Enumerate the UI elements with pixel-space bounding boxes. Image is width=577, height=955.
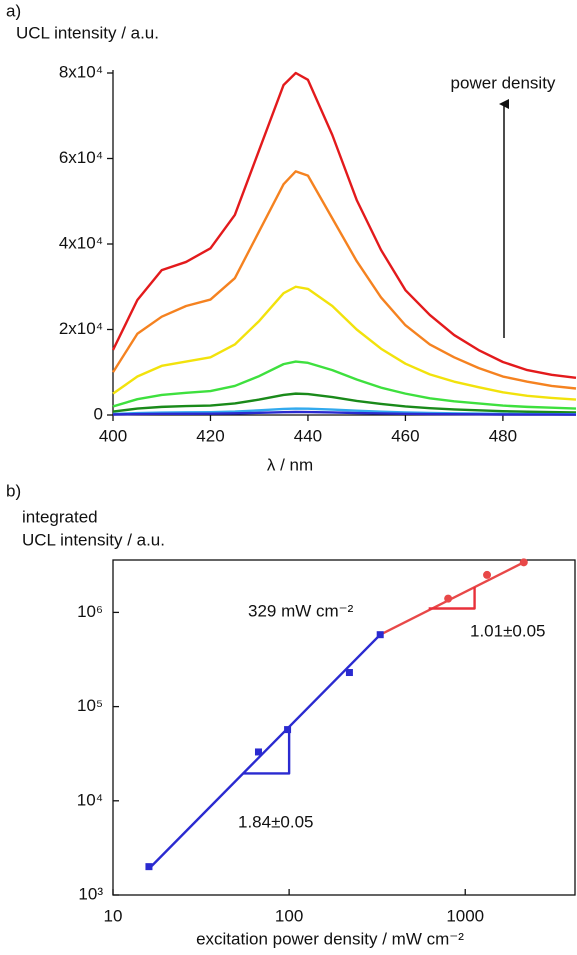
x-axis-label: excitation power density / mW cm⁻²	[196, 929, 464, 948]
fit-line	[243, 726, 291, 775]
data-point	[376, 631, 384, 639]
panel-label: a)	[6, 1, 21, 20]
annotation: 1.84±0.05	[238, 812, 314, 831]
y-axis-label: UCL intensity / a.u.	[22, 530, 165, 549]
spectrum-line	[112, 360, 577, 410]
spectrum-line	[111, 71, 577, 380]
x-tick-label: 420	[196, 426, 224, 445]
x-tick-label: 100	[275, 906, 303, 925]
fit-line	[428, 587, 476, 610]
data-point	[254, 748, 262, 756]
y-tick-label: 8x10⁴	[59, 62, 103, 81]
annotation: power density	[451, 73, 556, 92]
y-tick-label: 4x10⁴	[59, 233, 103, 252]
spectrum-line	[112, 285, 577, 401]
x-tick-label: 480	[489, 426, 517, 445]
data-point	[519, 558, 528, 567]
y-tick-label: 2x10⁴	[59, 319, 103, 338]
y-tick-label: 10⁵	[77, 696, 103, 715]
annotation: 329 mW cm⁻²	[248, 601, 354, 620]
y-tick-label: 10⁴	[77, 790, 103, 809]
spectrum-line	[111, 170, 577, 390]
x-tick-label: 460	[391, 426, 419, 445]
annotation: 1.01±0.05	[470, 621, 546, 640]
x-tick-label: 10	[104, 906, 123, 925]
panel-label: b)	[6, 481, 21, 500]
data-point	[284, 726, 292, 734]
data-point	[345, 669, 353, 677]
spectrum-line	[112, 392, 577, 414]
x-tick-label: 440	[294, 426, 322, 445]
y-axis-label: UCL intensity / a.u.	[16, 23, 159, 42]
x-tick-label: 1000	[446, 906, 484, 925]
y-tick-label: 0	[94, 404, 103, 423]
spectrum-line	[112, 410, 577, 416]
fit-line	[148, 633, 382, 870]
y-tick-label: 10³	[78, 884, 103, 903]
data-point	[444, 594, 453, 603]
y-tick-label: 6x10⁴	[59, 148, 103, 167]
y-axis-label: integrated	[22, 507, 98, 526]
plot-frame	[112, 559, 576, 896]
data-point	[483, 570, 492, 579]
data-point	[145, 863, 153, 871]
x-tick-label: 400	[99, 426, 127, 445]
x-axis-label: λ / nm	[267, 455, 313, 474]
y-tick-label: 10⁶	[77, 602, 103, 621]
